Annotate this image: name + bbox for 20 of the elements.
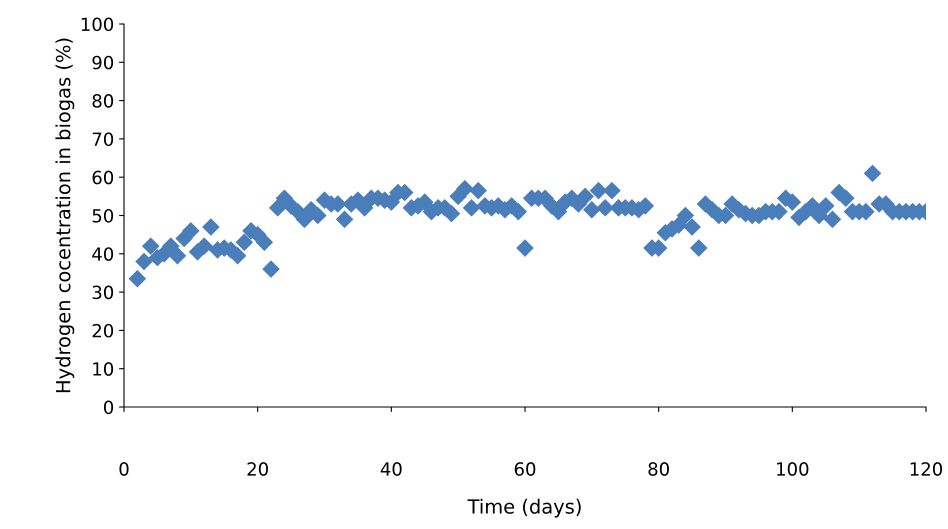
x-tick-label: 40 xyxy=(380,462,402,476)
x-tick-label: 20 xyxy=(248,462,268,476)
y-tick-label: 30 xyxy=(92,286,114,300)
x-axis-title: Time (days) xyxy=(468,498,581,518)
y-tick-label: 60 xyxy=(92,170,114,184)
y-tick-label: 70 xyxy=(92,132,114,146)
x-tick-label: 60 xyxy=(514,462,536,476)
x-tick-label: 80 xyxy=(648,462,669,476)
x-tick-label: 100 xyxy=(777,462,808,476)
y-tick-label: 20 xyxy=(92,324,114,338)
y-tick-label: 90 xyxy=(92,56,114,70)
x-tick-label: 120 xyxy=(910,462,942,476)
y-tick-label: 0 xyxy=(104,400,114,414)
x-tick-label: 0 xyxy=(119,462,129,476)
y-tick-label: 40 xyxy=(92,247,114,261)
y-tick-label: 50 xyxy=(92,208,114,223)
y-axis-title: Hydrogen cocentration in biogas (%) xyxy=(55,38,74,392)
y-tick-label: 80 xyxy=(92,94,114,108)
y-tick-label: 10 xyxy=(93,362,114,376)
y-tick-label: 100 xyxy=(82,17,114,32)
